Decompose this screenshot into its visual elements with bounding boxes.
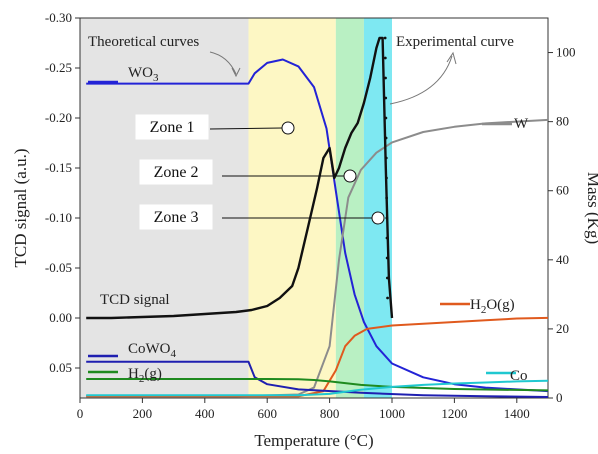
series-line-co	[86, 379, 549, 397]
tcd-point	[385, 216, 389, 220]
series-label-co: Co	[510, 368, 528, 384]
axes-layer: 0 200 400 600 800 1000 1200 1400-0.30-0.25-0.20…	[11, 10, 598, 450]
series-line-tcd-signal	[86, 36, 394, 320]
y-right-tick-label: 100	[556, 45, 576, 60]
y-left-tick-label: 0.05	[49, 360, 72, 375]
y-right-axis-title: Mass (Kg)	[584, 172, 598, 244]
tcd-point	[383, 56, 387, 60]
zone-1-leader	[209, 127, 283, 130]
y-left-tick-label: -0.25	[45, 60, 72, 75]
series-label-wo3: WO3	[128, 65, 159, 84]
y-left-tick-label: -0.30	[45, 10, 72, 25]
zone-3-marker	[371, 211, 385, 225]
series-line-h2-g-	[86, 378, 549, 392]
x-tick-label: 800	[320, 406, 340, 421]
arrow-experimental	[389, 55, 453, 105]
series-label-tcd-signal: TCD signal	[100, 292, 170, 308]
series-label-w: W	[514, 116, 529, 132]
x-tick-label: 200	[133, 406, 153, 421]
y-left-tick-label: -0.15	[45, 160, 72, 175]
tcd-point	[385, 256, 389, 260]
series-line-cowo4	[86, 360, 549, 398]
series-line-w	[86, 118, 549, 398]
y-right-tick-label: 80	[556, 114, 569, 129]
y-right-tick-label: 60	[556, 183, 569, 198]
arrowhead-theoretical	[231, 67, 241, 78]
x-axis-title: Temperature (°C)	[254, 431, 373, 450]
series-label-h2o-g-: H2O(g)	[470, 297, 515, 316]
y-left-tick-label: -0.05	[45, 260, 72, 275]
tcd-point	[386, 296, 389, 300]
y-left-tick-label: 0.00	[49, 310, 72, 325]
series-label-h2-g-: H2(g)	[128, 366, 162, 385]
zone-2-label: Zone 2	[154, 164, 199, 181]
y-right-tick-label: 20	[556, 321, 569, 336]
x-tick-label: 600	[257, 406, 277, 421]
tcd-point	[384, 116, 388, 120]
zone-2-marker	[343, 169, 357, 183]
zone-1-marker	[281, 121, 295, 135]
zone-1-band	[248, 18, 336, 398]
series-label-cowo4: CoWO4	[128, 341, 177, 360]
x-tick-label: 1200	[441, 406, 467, 421]
y-right-tick-label: 40	[556, 252, 569, 267]
x-tick-label: 400	[195, 406, 215, 421]
y-right-tick-label: 0	[556, 390, 563, 405]
tcd-point	[384, 136, 388, 140]
tcd-point	[384, 96, 388, 100]
zone-3-label: Zone 3	[154, 209, 199, 226]
zone-3-label-box	[139, 204, 213, 230]
annotation-theoretical: Theoretical curves	[88, 34, 199, 50]
x-tick-label: 1400	[504, 406, 530, 421]
tcd-point	[385, 196, 389, 200]
tcd-point	[385, 276, 389, 280]
arrow-theoretical	[209, 51, 237, 75]
zone-2-label-box	[139, 159, 213, 185]
tcd-point	[385, 236, 389, 240]
arrowhead-experimental	[446, 51, 457, 65]
series-layer	[86, 36, 549, 398]
tcd-point	[384, 76, 387, 80]
tcd-point	[383, 36, 387, 40]
y-left-tick-label: -0.10	[45, 210, 72, 225]
x-tick-label: 0	[77, 406, 84, 421]
annotation-experimental: Experimental curve	[396, 34, 514, 50]
tcd-point	[384, 156, 388, 160]
tcd-point	[385, 176, 388, 180]
zone-2-band	[335, 18, 364, 398]
zone-1-label: Zone 1	[150, 119, 195, 136]
y-left-axis-title: TCD signal (a.u.)	[11, 149, 30, 268]
zone-1-label-box	[135, 114, 209, 140]
y-left-tick-label: -0.20	[45, 110, 72, 125]
plot-frame	[79, 17, 549, 399]
label-layer: WO3 W H2O(g) CoWO4 H2(g) Co TCD signal Theoreti…	[88, 34, 529, 385]
x-tick-label: 1000	[379, 406, 405, 421]
